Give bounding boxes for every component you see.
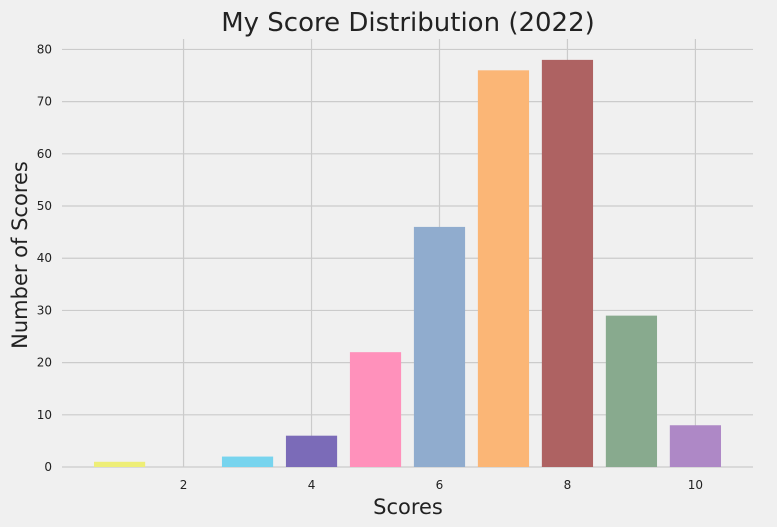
y-tick-label: 50 — [37, 199, 52, 213]
bar-score-10 — [670, 425, 721, 467]
chart-title: My Score Distribution (2022) — [221, 8, 595, 38]
bars — [94, 60, 721, 467]
x-tick-label: 2 — [180, 478, 188, 492]
y-tick-label: 70 — [37, 95, 52, 109]
bar-score-4 — [286, 436, 337, 467]
x-tick-labels: 2 4 6 8 10 — [180, 478, 703, 492]
y-tick-label: 0 — [44, 460, 52, 474]
x-tick-label: 10 — [688, 478, 703, 492]
y-tick-label: 60 — [37, 147, 52, 161]
y-tick-label: 30 — [37, 303, 52, 317]
bar-score-8 — [542, 60, 593, 467]
x-axis-label: Scores — [373, 495, 443, 519]
y-tick-label: 80 — [37, 42, 52, 56]
bar-score-3 — [222, 457, 273, 467]
y-tick-label: 20 — [37, 356, 52, 370]
bar-score-5 — [350, 352, 401, 467]
x-tick-label: 8 — [564, 478, 572, 492]
x-tick-label: 6 — [436, 478, 444, 492]
bar-score-6 — [414, 227, 465, 467]
y-tick-label: 40 — [37, 251, 52, 265]
y-axis-label: Number of Scores — [8, 161, 32, 349]
y-tick-label: 10 — [37, 408, 52, 422]
bar-score-7 — [478, 70, 529, 467]
x-tick-label: 4 — [308, 478, 316, 492]
bar-score-1 — [94, 462, 145, 467]
y-tick-labels: 0 10 20 30 40 50 60 70 80 — [37, 42, 52, 474]
bar-score-9 — [606, 316, 657, 467]
